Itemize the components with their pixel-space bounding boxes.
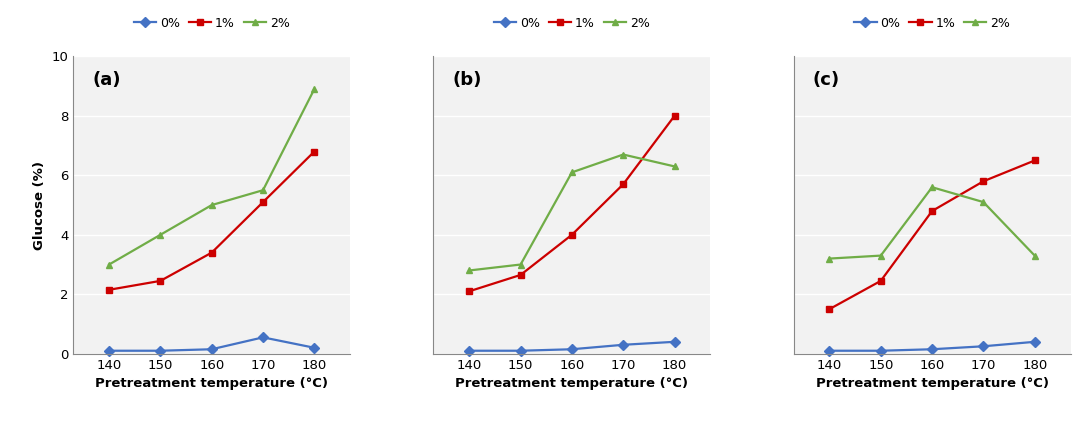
- Text: (a): (a): [93, 71, 122, 89]
- Legend: 0%, 1%, 2%: 0%, 1%, 2%: [854, 16, 1010, 30]
- Legend: 0%, 1%, 2%: 0%, 1%, 2%: [494, 16, 650, 30]
- Text: (c): (c): [813, 71, 840, 89]
- Text: (b): (b): [453, 71, 482, 89]
- X-axis label: Pretreatment temperature (°C): Pretreatment temperature (°C): [95, 377, 328, 390]
- Y-axis label: Glucose (%): Glucose (%): [33, 161, 46, 250]
- X-axis label: Pretreatment temperature (°C): Pretreatment temperature (°C): [455, 377, 689, 390]
- Legend: 0%, 1%, 2%: 0%, 1%, 2%: [133, 16, 289, 30]
- X-axis label: Pretreatment temperature (°C): Pretreatment temperature (°C): [816, 377, 1049, 390]
